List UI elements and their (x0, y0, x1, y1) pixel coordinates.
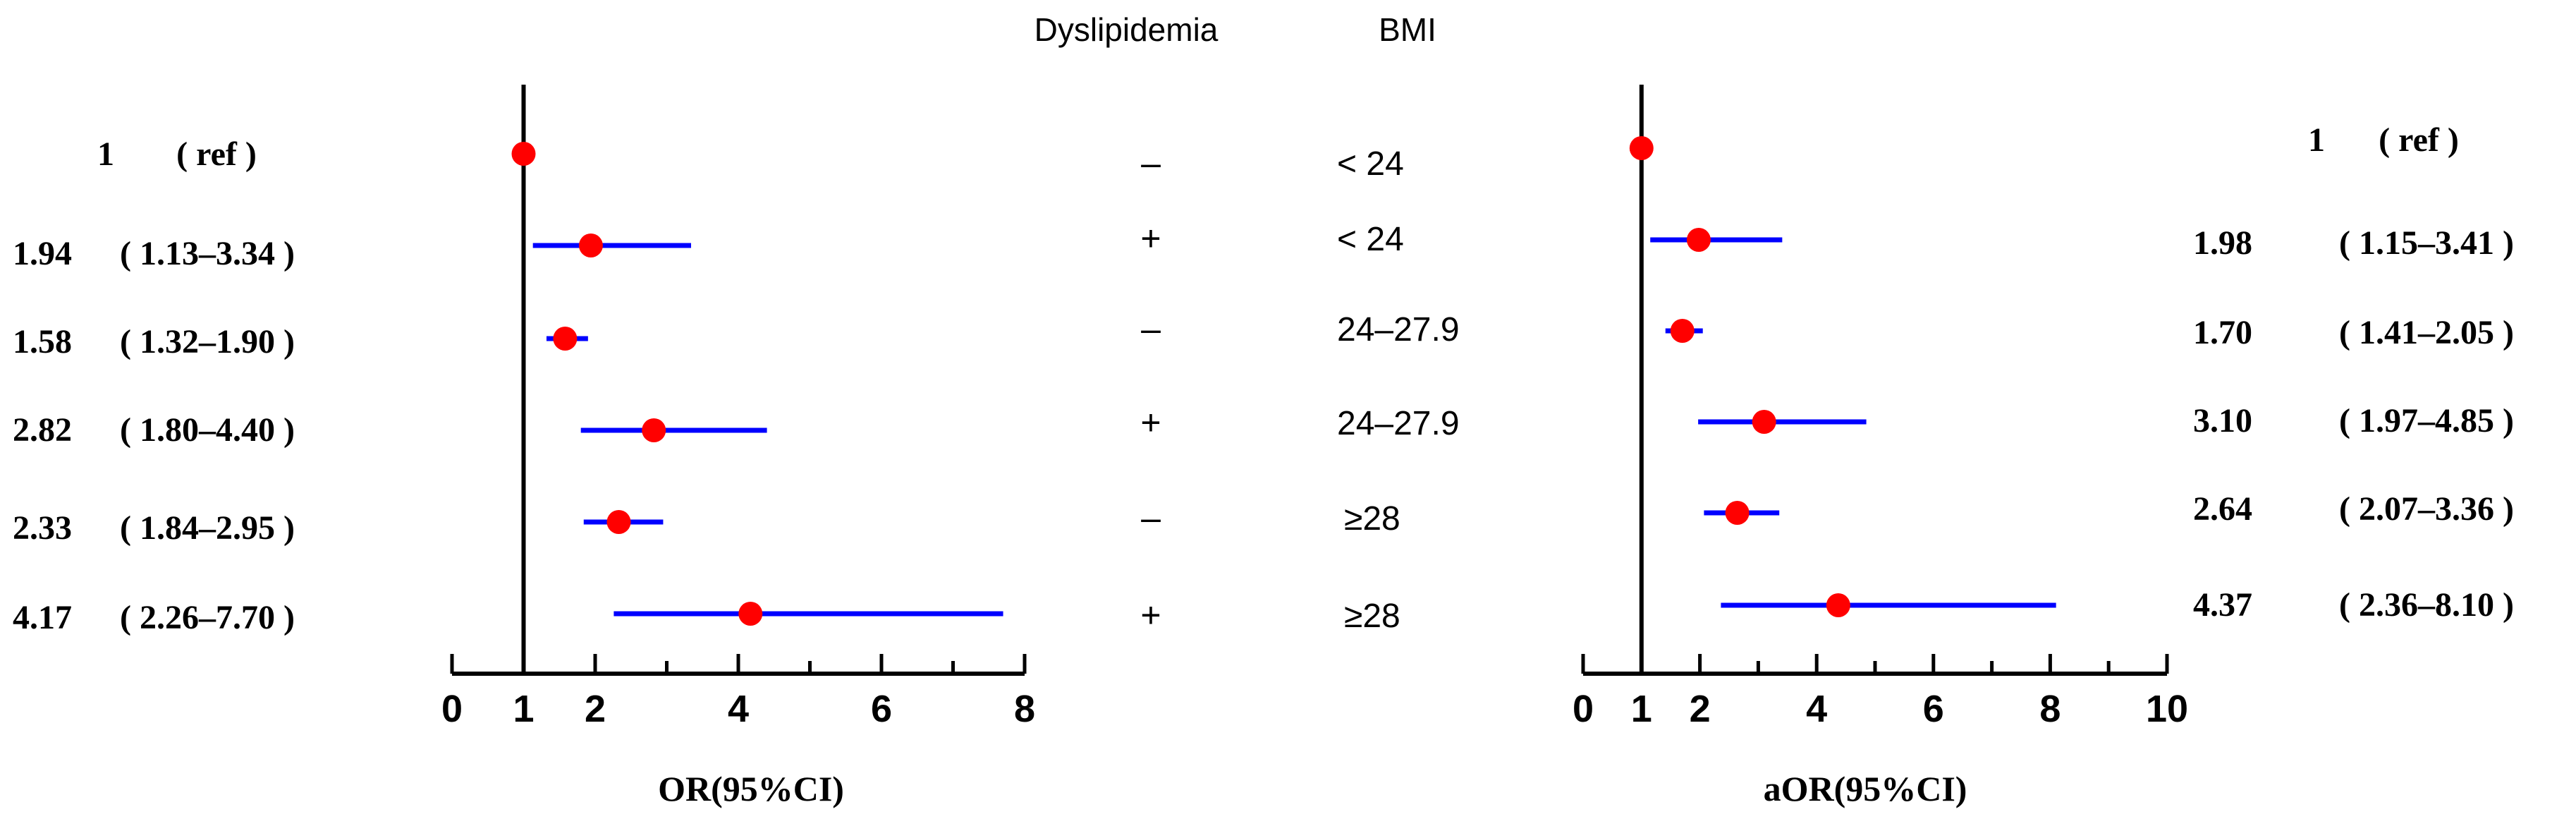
or-ci-4: ( 1.80–4.40 ) (120, 411, 295, 449)
aor-label-ref: 1 (2308, 121, 2325, 159)
or-point-1 (511, 142, 536, 166)
aor-forest-panel: 0 1 2 4 6 8 10 aOR(95%CI) (1573, 85, 2188, 808)
or-forest-panel: 0 1 2 4 6 8 OR(95%CI) (441, 85, 1035, 808)
or-label-3: 1.58 (13, 323, 72, 360)
aor-tick-label-8: 8 (2039, 688, 2061, 730)
aor-tick-label-0: 0 (1573, 688, 1594, 730)
aor-ci-5: ( 2.07–3.36 ) (2339, 490, 2514, 528)
or-point-4 (642, 418, 666, 442)
bmi-row-6: ≥28 (1344, 597, 1400, 635)
aor-label-4: 3.10 (2193, 402, 2252, 439)
bmi-row-1: < 24 (1337, 145, 1404, 183)
or-tick-label-0: 0 (441, 688, 463, 730)
dyslipidemia-row-2: + (1140, 219, 1161, 258)
or-ci-ref: ( ref ) (176, 135, 257, 173)
or-tick-label-4: 4 (728, 688, 749, 730)
aor-value-labels: 1 ( ref ) 1.98 ( 1.15–3.41 ) 1.70 ( 1.41… (2193, 121, 2514, 624)
aor-tick-label-6: 6 (1923, 688, 1944, 730)
or-point-5 (606, 510, 631, 534)
aor-ci-4: ( 1.97–4.85 ) (2339, 402, 2514, 439)
aor-label-5: 2.64 (2193, 490, 2252, 528)
or-ci-6: ( 2.26–7.70 ) (120, 599, 295, 636)
aor-tick-label-1: 1 (1631, 688, 1652, 730)
or-ci-2: ( 1.13–3.34 ) (120, 235, 295, 272)
or-point-2 (578, 233, 603, 257)
aor-point-4 (1752, 410, 1776, 434)
or-ci-5: ( 1.84–2.95 ) (120, 509, 295, 547)
dyslipidemia-row-6: + (1140, 595, 1161, 635)
dyslipidemia-row-5: – (1141, 498, 1161, 538)
dyslipidemia-row-1: – (1141, 143, 1161, 183)
aor-tick-label-4: 4 (1806, 688, 1827, 730)
aor-point-6 (1826, 593, 1850, 617)
header-bmi: BMI (1379, 11, 1436, 48)
or-label-5: 2.33 (13, 509, 72, 547)
aor-point-5 (1725, 501, 1750, 525)
or-point-3 (553, 327, 578, 351)
bmi-row-4: 24–27.9 (1337, 405, 1460, 442)
or-tick-label-2: 2 (585, 688, 606, 730)
or-label-2: 1.94 (13, 235, 72, 272)
aor-point-2 (1686, 228, 1711, 252)
aor-ci-2: ( 1.15–3.41 ) (2339, 224, 2514, 262)
or-value-labels: 1 ( ref ) 1.94 ( 1.13–3.34 ) 1.58 ( 1.32… (13, 135, 295, 636)
aor-point-1 (1629, 136, 1654, 160)
group-labels: – + – + – + < 24 < 24 24–27.9 24–27.9 ≥2… (1140, 143, 1459, 635)
bmi-row-2: < 24 (1337, 221, 1404, 258)
or-x-axis-label: OR(95%CI) (658, 769, 844, 808)
or-label-4: 2.82 (13, 411, 72, 449)
aor-label-3: 1.70 (2193, 314, 2252, 351)
aor-x-axis-label: aOR(95%CI) (1764, 769, 1967, 808)
or-ci-3: ( 1.32–1.90 ) (120, 323, 295, 360)
aor-point-3 (1670, 319, 1695, 343)
dyslipidemia-row-3: – (1141, 309, 1161, 348)
aor-tick-label-10: 10 (2146, 688, 2188, 730)
header-dyslipidemia: Dyslipidemia (1034, 11, 1219, 48)
or-tick-label-6: 6 (871, 688, 892, 730)
or-label-ref: 1 (97, 135, 114, 173)
aor-ci-6: ( 2.36–8.10 ) (2339, 586, 2514, 624)
aor-tick-label-2: 2 (1690, 688, 1711, 730)
aor-ci-ref: ( ref ) (2379, 121, 2459, 159)
or-point-6 (738, 602, 763, 626)
dyslipidemia-row-4: + (1140, 403, 1161, 442)
aor-ci-3: ( 1.41–2.05 ) (2339, 314, 2514, 351)
or-tick-label-1: 1 (513, 688, 534, 730)
aor-label-6: 4.37 (2193, 586, 2252, 624)
or-label-6: 4.17 (13, 599, 72, 636)
aor-label-2: 1.98 (2193, 224, 2252, 262)
bmi-row-3: 24–27.9 (1337, 311, 1460, 348)
bmi-row-5: ≥28 (1344, 500, 1400, 538)
or-tick-label-8: 8 (1014, 688, 1035, 730)
